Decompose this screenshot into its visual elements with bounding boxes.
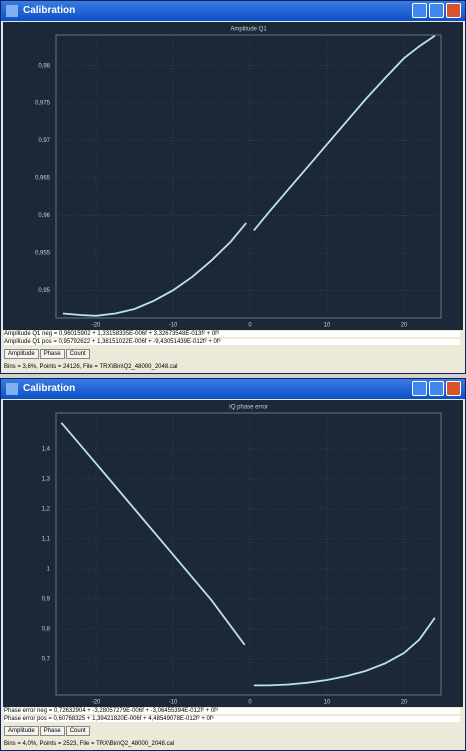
y-tick-label: 0,975 xyxy=(35,101,51,107)
y-tick-label: 1 xyxy=(47,567,51,573)
x-tick-label: 10 xyxy=(324,323,331,329)
x-tick-label: 10 xyxy=(324,700,331,706)
title-bar: Calibration xyxy=(1,1,465,21)
y-tick-label: 1,2 xyxy=(42,507,51,513)
tab[interactable]: Amplitude xyxy=(4,349,39,359)
tab-bar: Amplitude Phase Count xyxy=(4,726,90,736)
close-button[interactable] xyxy=(446,3,461,18)
tab[interactable]: Amplitude xyxy=(4,726,39,736)
chart: IQ phase error 0,7 0,8 0,9 1 1,1 1,2 1,3 1,4 -20 -… xyxy=(3,400,463,707)
plot-background xyxy=(3,400,463,707)
x-tick-label: -10 xyxy=(169,323,178,329)
x-tick-label: -20 xyxy=(92,700,101,706)
tab-bar: Amplitude Phase Count xyxy=(4,349,90,359)
y-tick-label: 1,3 xyxy=(42,477,51,483)
y-tick-label: 0,8 xyxy=(42,627,51,633)
equation: Amplitude Q1 pos = 0,95792622 + 1,381510… xyxy=(4,339,460,345)
plot-frame xyxy=(55,412,442,696)
tab[interactable]: Count xyxy=(65,726,90,736)
maximize-button[interactable] xyxy=(429,3,444,18)
status-text: Bins = 4,0%, Points = 2523, File = TRX\B… xyxy=(4,741,175,747)
window: Calibration IQ phase error 0,7 0,8 0,9 1 1,1 1… xyxy=(0,378,466,751)
x-tick-label: 20 xyxy=(401,700,408,706)
x-tick-label: -10 xyxy=(169,700,178,706)
x-tick-label: 0 xyxy=(248,700,252,706)
data-line xyxy=(62,222,247,317)
chart-title: Amplitude Q1 xyxy=(230,27,267,33)
x-tick-label: -20 xyxy=(92,323,101,329)
title-bar: Calibration xyxy=(1,379,465,399)
tab[interactable]: Phase xyxy=(39,726,65,736)
equation: Phase error neg = 0,72632904 + -3,280572… xyxy=(4,708,460,714)
window-title: Calibration xyxy=(23,5,76,16)
chart: Amplitude Q1 0,95 0,955 0,96 0,965 0,97 0,975 0… xyxy=(3,22,463,330)
y-tick-label: 0,98 xyxy=(38,63,50,69)
equation: Amplitude Q1 neg = 0,96015902 + 1,331583… xyxy=(4,331,460,337)
tab[interactable]: Count xyxy=(65,349,90,359)
y-tick-label: 1,1 xyxy=(42,537,51,543)
y-tick-label: 0,965 xyxy=(35,176,51,182)
minimize-button[interactable] xyxy=(412,3,427,18)
window: Calibration Amplitude Q1 0,95 0,955 0,96 0,9… xyxy=(0,0,466,374)
chart-title: IQ phase error xyxy=(229,405,268,411)
plot-background xyxy=(3,22,463,330)
y-tick-label: 1,4 xyxy=(42,447,51,453)
data-line xyxy=(60,422,246,646)
status-text: Bins = 3,6%, Points = 24126, File = TRX\… xyxy=(4,364,178,370)
x-tick-label: 0 xyxy=(248,323,252,329)
y-tick-label: 0,7 xyxy=(42,657,51,663)
y-tick-label: 0,95 xyxy=(38,288,50,294)
plot-frame xyxy=(55,34,442,319)
y-tick-label: 0,97 xyxy=(38,138,50,144)
data-line xyxy=(253,34,436,231)
tab[interactable]: Phase xyxy=(39,349,65,359)
x-tick-label: 20 xyxy=(401,323,408,329)
window-title: Calibration xyxy=(23,383,76,394)
equation: Phase error pos = 0,60768325 + 1,3942182… xyxy=(4,716,460,722)
minimize-button[interactable] xyxy=(412,381,427,396)
data-line xyxy=(253,617,436,687)
maximize-button[interactable] xyxy=(429,381,444,396)
y-tick-label: 0,9 xyxy=(42,597,51,603)
y-tick-label: 0,955 xyxy=(35,250,51,256)
close-button[interactable] xyxy=(446,381,461,396)
y-tick-label: 0,96 xyxy=(38,213,50,219)
